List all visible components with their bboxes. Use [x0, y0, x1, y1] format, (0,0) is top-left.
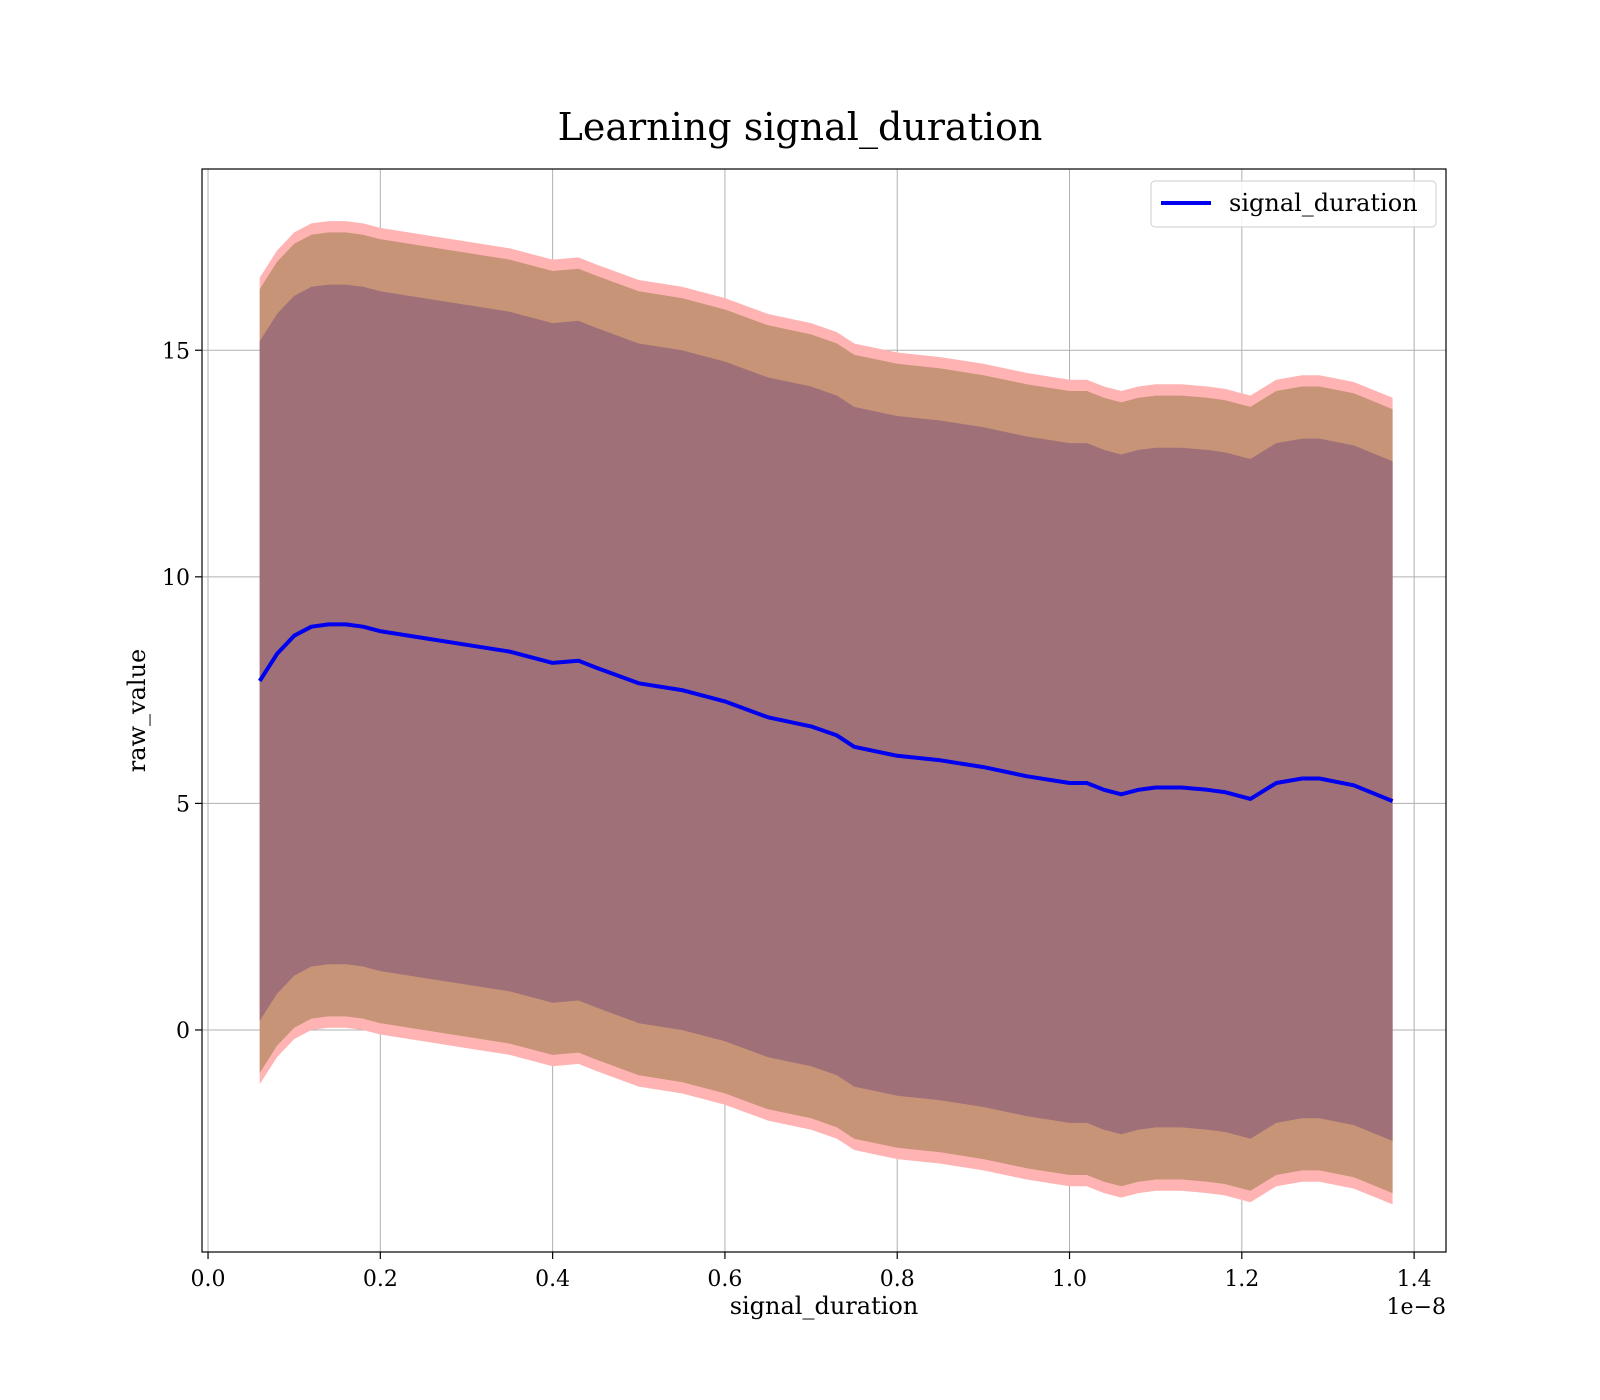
series-line-signal-duration [258, 622, 1394, 803]
x-tick-label-4: 0.8 [880, 1267, 915, 1292]
legend: signal_duration [1150, 180, 1437, 228]
bands [259, 221, 1393, 1205]
x-tick-label-6: 1.2 [1224, 1267, 1259, 1292]
legend-box [1150, 180, 1437, 228]
y-tick-label-1: 5 [176, 792, 190, 817]
y-axis-ticks: 0 5 10 15 [162, 339, 202, 1044]
x-axis-offset-label: 1e−8 [1387, 1295, 1446, 1320]
x-tick-label-2: 0.4 [535, 1267, 570, 1292]
band-inner [259, 284, 1393, 1142]
y-tick-label-3: 15 [162, 339, 190, 364]
x-tick-label-0: 0.0 [191, 1267, 226, 1292]
x-axis-label: signal_duration [730, 1292, 919, 1320]
x-tick-label-1: 0.2 [363, 1267, 398, 1292]
x-tick-label-5: 1.0 [1052, 1267, 1087, 1292]
y-tick-label-0: 0 [176, 1019, 190, 1044]
x-axis-ticks: 0.0 0.2 0.4 0.6 0.8 1.0 1.2 1.4 [191, 1252, 1432, 1292]
plot-frame [201, 168, 1447, 1253]
series-lines [258, 622, 1394, 803]
x-tick-label-3: 0.6 [707, 1267, 742, 1292]
y-tick-label-2: 10 [162, 566, 190, 591]
y-axis-label: raw_value [123, 649, 151, 773]
x-tick-label-7: 1.4 [1397, 1267, 1432, 1292]
chart-title: Learning signal_duration [558, 105, 1043, 150]
legend-label: signal_duration [1229, 189, 1418, 217]
